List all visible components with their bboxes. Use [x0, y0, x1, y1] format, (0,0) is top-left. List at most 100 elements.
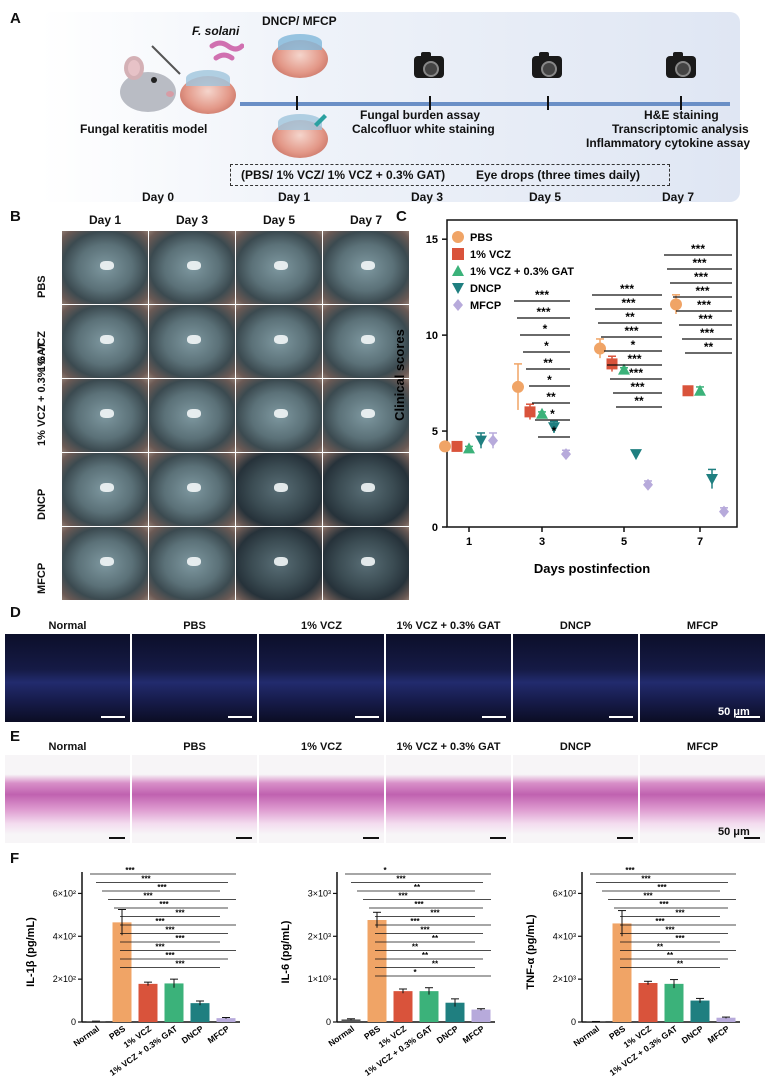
data-point — [643, 478, 653, 491]
significance-label: ** — [667, 951, 674, 960]
strip-label: MFCP — [686, 620, 719, 632]
strip-label: MFCP — [686, 741, 719, 753]
corneal-glint — [361, 261, 375, 270]
eye-photo — [62, 305, 148, 378]
significance-label: *** — [655, 917, 665, 926]
corneal-glint — [100, 335, 114, 344]
significance-label: *** — [624, 324, 638, 338]
significance-label: *** — [430, 909, 440, 918]
row-label: MFCP — [36, 562, 48, 594]
bar — [716, 1017, 736, 1022]
strip-label: PBS — [183, 741, 206, 753]
day-label: Day 0 — [142, 190, 175, 204]
corneal-glint — [187, 335, 201, 344]
x-tick-label: Normal — [326, 1023, 356, 1048]
column-header: Day 1 — [88, 213, 122, 227]
corneal-glint — [274, 261, 288, 270]
strip-label: 1% VCZ + 0.3% GAT — [396, 620, 501, 632]
panel-letter-b: B — [10, 208, 21, 225]
data-point — [594, 342, 606, 355]
scale-bar — [228, 716, 252, 718]
significance-label: *** — [694, 270, 708, 284]
scale-bar — [744, 837, 760, 839]
x-tick-label: 3 — [539, 536, 545, 548]
significance-label: *** — [657, 883, 667, 892]
significance-label: *** — [629, 366, 643, 380]
y-tick-label: 2×10³ — [553, 974, 576, 984]
row-label: PBS — [36, 275, 48, 298]
data-point — [548, 422, 560, 434]
data-point — [670, 298, 682, 311]
bar — [138, 983, 158, 1022]
significance-label: *** — [630, 380, 644, 394]
significance-label: * — [413, 968, 417, 977]
bar — [86, 1021, 106, 1022]
significance-label: *** — [675, 909, 685, 918]
mouse-icon — [120, 56, 176, 112]
infected-eye-icon — [180, 70, 236, 114]
corneal-glint — [187, 557, 201, 566]
significance-label: *** — [659, 900, 669, 909]
panel-letter-d: D — [10, 604, 21, 621]
significance-label: * — [383, 866, 387, 875]
data-point — [463, 442, 475, 454]
significance-label: *** — [175, 960, 185, 969]
timeline-tick-day1 — [296, 96, 298, 110]
significance-label: *** — [698, 312, 712, 326]
significance-label: *** — [159, 900, 169, 909]
significance-label: *** — [700, 326, 714, 340]
significance-label: *** — [155, 917, 165, 926]
data-point — [451, 440, 463, 452]
strip-label: Normal — [48, 741, 87, 753]
x-tick-label: Normal — [571, 1023, 601, 1048]
bar — [664, 983, 684, 1022]
corneal-glint — [274, 483, 288, 492]
x-tick-label: MFCP — [206, 1023, 232, 1045]
panel-c-clinical-score-chart: 0 5 10 15 1 3 5 7 Days postinfection Clinical sco… — [392, 219, 738, 576]
plot-frame — [446, 219, 738, 528]
corneal-glint — [100, 483, 114, 492]
data-point — [694, 384, 706, 396]
bar — [112, 922, 132, 1022]
histology-image — [513, 755, 638, 843]
eye-photo — [236, 305, 322, 378]
significance-label: *** — [125, 866, 135, 875]
eye-photo — [236, 527, 322, 600]
y-tick-label: 4×10² — [53, 931, 76, 941]
histology-image — [259, 755, 384, 843]
column-header: Day 7 — [349, 213, 383, 227]
x-tick-label: 1 — [466, 536, 472, 548]
legend-label: MFCP — [470, 300, 501, 312]
y-tick-label: 10 — [426, 330, 438, 342]
significance-label: *** — [621, 296, 635, 310]
x-tick-label: DNCP — [680, 1023, 706, 1045]
significance-label: * — [550, 407, 555, 421]
scalpel-icon — [151, 45, 181, 75]
scale-bar — [101, 716, 125, 718]
column-header: Day 5 — [262, 213, 296, 227]
fluorescence-image — [513, 634, 638, 722]
eye-photo — [323, 231, 409, 304]
eye-photo — [149, 527, 235, 600]
significance-label: ** — [422, 951, 429, 960]
scale-bar — [236, 837, 252, 839]
y-tick-label: 0 — [71, 1017, 76, 1027]
significance-label: *** — [165, 951, 175, 960]
corneal-glint — [361, 335, 375, 344]
significance-label: *** — [620, 282, 634, 296]
y-tick-label: 6×10² — [53, 888, 76, 898]
bar — [638, 983, 658, 1022]
bar — [341, 1019, 361, 1022]
eye-photo — [323, 527, 409, 600]
significance-label: ** — [412, 943, 419, 952]
significance-label: ** — [414, 883, 421, 892]
significance-label: ** — [657, 943, 664, 952]
corneal-glint — [361, 483, 375, 492]
data-point — [630, 449, 642, 461]
scale-label: 50 μm — [718, 826, 750, 838]
significance-label: * — [547, 373, 552, 387]
data-point — [488, 434, 498, 447]
corneal-glint — [274, 335, 288, 344]
scale-bar — [109, 837, 125, 839]
day-label: Day 1 — [278, 190, 311, 204]
